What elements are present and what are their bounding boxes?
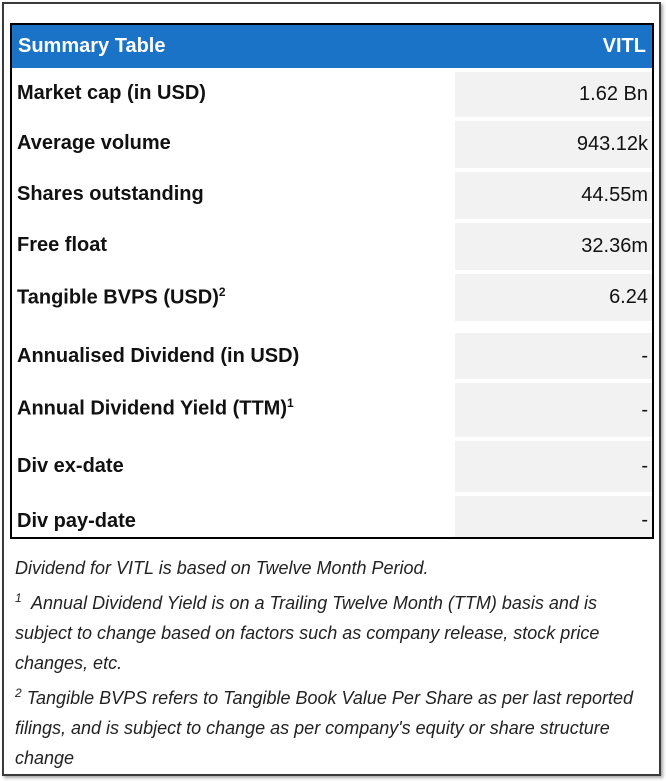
row-label: Div ex-date <box>17 455 124 477</box>
table-title: Summary Table <box>18 35 166 57</box>
row-value: 44.55m <box>455 172 652 219</box>
footnote-marker: 1 <box>287 396 294 410</box>
row-label: Div pay-date <box>17 510 136 532</box>
row-value: - <box>455 441 652 492</box>
footnote-marker: 1 <box>15 591 22 605</box>
row-value: - <box>455 496 652 537</box>
row-label: Market cap (in USD) <box>17 82 206 104</box>
summary-table: Summary Table VITL Market cap (in USD) 1… <box>10 23 654 539</box>
table-header: Summary Table VITL <box>12 25 652 68</box>
row-label: Tangible BVPS (USD)2 <box>17 285 226 309</box>
table-row: Div pay-date - <box>12 494 652 537</box>
table-row: Div ex-date - <box>12 439 652 494</box>
row-value: - <box>455 333 652 379</box>
row-value: 6.24 <box>455 274 652 321</box>
footnote-marker: 2 <box>218 285 226 299</box>
row-label: Annual Dividend Yield (TTM)1 <box>17 396 294 420</box>
footnotes: Dividend for VITL is based on Twelve Mon… <box>15 553 655 773</box>
footnote-2: 2 Tangible BVPS refers to Tangible Book … <box>15 686 639 768</box>
row-label: Average volume <box>17 132 171 154</box>
row-value: 32.36m <box>455 223 652 270</box>
table-row: Shares outstanding 44.55m <box>12 170 652 221</box>
table-row: Free float 32.36m <box>12 221 652 272</box>
table-ticker: VITL <box>602 35 646 57</box>
footnote-1: 1 Annual Dividend Yield is on a Trailing… <box>15 591 605 673</box>
row-label: Shares outstanding <box>17 183 204 205</box>
table-row: Average volume 943.12k <box>12 119 652 170</box>
table-row: Annual Dividend Yield (TTM)1 - <box>12 381 652 439</box>
footnote-marker: 2 <box>15 686 22 700</box>
dividend-note: Dividend for VITL is based on Twelve Mon… <box>15 558 429 578</box>
row-value: 1.62 Bn <box>455 72 652 117</box>
table-row: Annualised Dividend (in USD) - <box>12 329 652 381</box>
table-row: Market cap (in USD) 1.62 Bn <box>12 70 652 119</box>
row-value: 943.12k <box>455 121 652 168</box>
table-row: Tangible BVPS (USD)2 6.24 <box>12 272 652 329</box>
row-value: - <box>455 383 652 437</box>
row-label: Annualised Dividend (in USD) <box>17 345 300 367</box>
row-label: Free float <box>17 234 108 256</box>
